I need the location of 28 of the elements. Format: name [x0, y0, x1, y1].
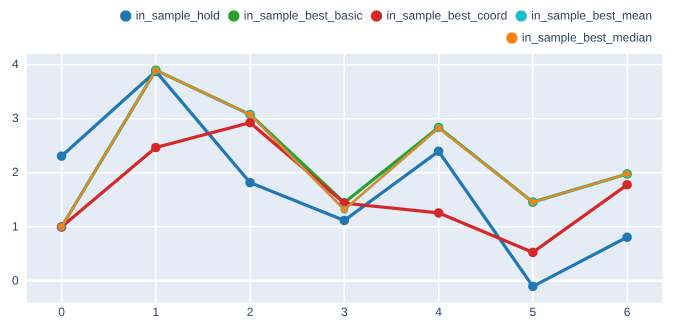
y-tick-label: 4	[12, 57, 19, 72]
point	[434, 208, 444, 218]
y-tick-label: 2	[12, 165, 19, 180]
legend-label: in_sample_best_mean	[531, 8, 652, 22]
point	[622, 180, 632, 190]
x-tick-label: 6	[624, 305, 631, 320]
point	[528, 248, 538, 258]
point	[245, 178, 255, 188]
point	[245, 118, 255, 128]
legend-label: in_sample_best_median	[522, 30, 652, 44]
point	[340, 216, 350, 226]
legend-label: in_sample_best_coord	[386, 8, 508, 22]
x-tick-label: 0	[58, 305, 66, 320]
point	[622, 232, 632, 242]
x-tick-label: 4	[435, 305, 442, 320]
x-tick-label: 3	[340, 305, 348, 320]
legend-label: in_sample_hold	[136, 8, 220, 22]
point	[56, 151, 66, 161]
point	[151, 142, 161, 152]
x-tick-label: 2	[246, 305, 254, 320]
point	[528, 282, 538, 292]
legend-label: in_sample_best_basic	[244, 8, 363, 22]
x-tick-label: 1	[152, 305, 160, 320]
y-tick-label: 0	[12, 273, 19, 288]
y-tick-label: 1	[12, 219, 19, 234]
x-tick-label: 5	[530, 305, 537, 320]
point	[434, 146, 444, 156]
y-tick-label: 3	[12, 111, 19, 126]
